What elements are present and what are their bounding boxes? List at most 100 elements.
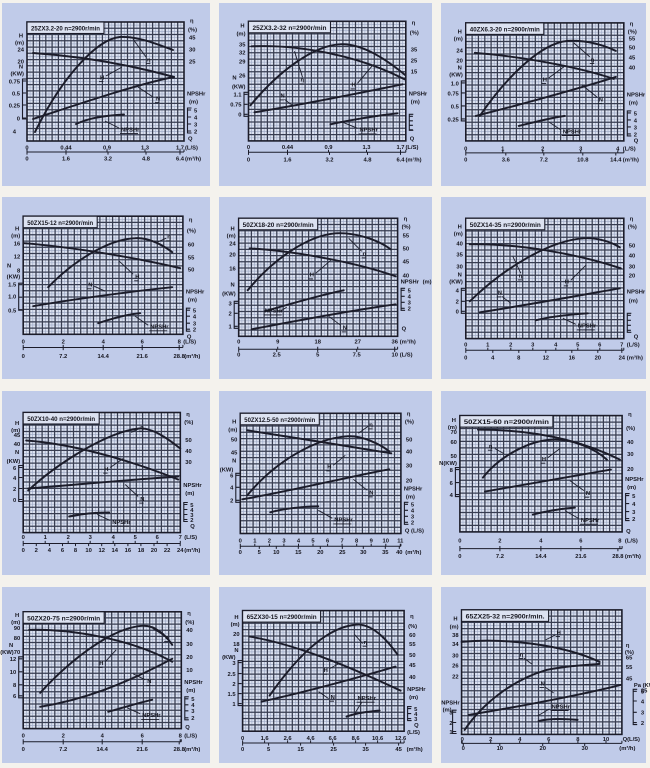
svg-text:0.75: 0.75: [448, 91, 460, 97]
svg-text:(m): (m): [411, 100, 420, 106]
svg-text:40ZX6.3-20 n=2900r/min: 40ZX6.3-20 n=2900r/min: [470, 27, 540, 34]
svg-text:2: 2: [408, 307, 411, 313]
svg-text:45: 45: [409, 663, 416, 669]
svg-text:30: 30: [452, 654, 458, 660]
svg-text:18: 18: [314, 340, 321, 346]
svg-text:0: 0: [237, 353, 240, 359]
svg-text:(m³/h): (m³/h): [405, 549, 421, 556]
svg-text:NPSHr: NPSHr: [552, 704, 571, 710]
svg-text:1: 1: [44, 535, 48, 541]
svg-text:10: 10: [85, 548, 91, 554]
svg-text:(m): (m): [627, 485, 636, 491]
svg-text:50: 50: [185, 438, 191, 444]
svg-text:16: 16: [125, 548, 132, 554]
svg-text:45: 45: [626, 677, 633, 683]
svg-text:0.5: 0.5: [451, 104, 460, 110]
svg-text:9: 9: [276, 340, 280, 346]
svg-text:4: 4: [190, 508, 194, 514]
svg-text:12.6: 12.6: [395, 736, 407, 742]
svg-text:(KW): (KW): [7, 459, 21, 465]
svg-text:2: 2: [13, 487, 16, 493]
svg-text:η: η: [520, 652, 524, 658]
svg-text:8: 8: [179, 734, 183, 740]
svg-text:1: 1: [253, 538, 257, 544]
svg-text:NPSHr: NPSHr: [150, 325, 169, 331]
svg-text:0: 0: [464, 356, 467, 362]
svg-text:H: H: [453, 616, 457, 622]
svg-text:6: 6: [13, 694, 17, 700]
svg-text:(m): (m): [11, 234, 20, 240]
svg-text:(L/S): (L/S): [185, 145, 198, 151]
svg-text:0: 0: [17, 116, 20, 122]
svg-text:1.6: 1.6: [62, 156, 71, 162]
svg-text:Q(L/S): Q(L/S): [623, 737, 640, 743]
svg-text:3: 3: [411, 515, 415, 521]
svg-text:8: 8: [618, 538, 622, 544]
svg-text:3: 3: [414, 717, 418, 723]
svg-text:30: 30: [627, 452, 633, 458]
svg-text:N: N: [156, 96, 160, 102]
svg-text:18: 18: [138, 548, 145, 554]
svg-text:4: 4: [456, 289, 460, 295]
svg-text:4: 4: [102, 340, 106, 346]
svg-text:(m): (m): [454, 36, 463, 42]
svg-text:(m): (m): [406, 495, 415, 501]
svg-text:(m³/h): (m³/h): [184, 547, 200, 554]
svg-text:40: 40: [396, 550, 402, 556]
svg-text:N: N: [19, 64, 23, 70]
svg-text:2.6: 2.6: [284, 736, 293, 742]
svg-text:90: 90: [14, 626, 20, 632]
svg-text:3: 3: [190, 513, 194, 519]
svg-text:14.4: 14.4: [97, 747, 109, 753]
svg-text:(m): (m): [236, 32, 245, 38]
svg-text:0: 0: [239, 538, 242, 544]
svg-text:50: 50: [406, 438, 412, 444]
svg-text:6: 6: [13, 466, 17, 472]
svg-text:4: 4: [641, 699, 645, 705]
svg-text:2: 2: [228, 312, 231, 318]
svg-text:(%): (%): [185, 620, 194, 626]
svg-text:5: 5: [576, 343, 580, 349]
svg-text:10.8: 10.8: [577, 157, 589, 163]
svg-text:(%): (%): [410, 31, 419, 37]
svg-text:1: 1: [486, 343, 490, 349]
svg-text:2: 2: [191, 716, 194, 722]
svg-text:10.6: 10.6: [372, 736, 384, 742]
svg-text:10: 10: [391, 353, 397, 359]
svg-text:4: 4: [13, 476, 17, 482]
svg-text:6: 6: [579, 538, 583, 544]
svg-text:5: 5: [258, 550, 262, 556]
svg-text:50: 50: [629, 244, 635, 250]
svg-text:0: 0: [237, 340, 240, 346]
svg-text:6: 6: [141, 734, 145, 740]
svg-text:(m): (m): [15, 40, 24, 46]
svg-text:(%): (%): [187, 229, 196, 235]
svg-text:6: 6: [547, 737, 551, 743]
svg-text:NPSHr: NPSHr: [401, 280, 420, 286]
svg-text:4: 4: [554, 343, 558, 349]
svg-text:η: η: [519, 274, 523, 280]
svg-text:N: N: [541, 681, 545, 687]
svg-text:5: 5: [190, 503, 194, 509]
svg-text:40: 40: [456, 242, 462, 248]
svg-text:H: H: [19, 33, 23, 39]
svg-text:H: H: [310, 273, 314, 279]
svg-text:4: 4: [632, 502, 636, 508]
svg-text:45: 45: [403, 260, 410, 266]
svg-text:10: 10: [186, 668, 192, 674]
svg-text:2: 2: [230, 499, 233, 505]
svg-text:1.3: 1.3: [362, 145, 371, 151]
svg-text:1.6: 1.6: [283, 158, 292, 164]
svg-text:(m³/h): (m³/h): [619, 745, 635, 752]
svg-text:NPSHr: NPSHr: [360, 128, 379, 134]
svg-text:4: 4: [101, 734, 105, 740]
svg-text:55: 55: [629, 36, 636, 42]
svg-text:21.6: 21.6: [137, 747, 149, 753]
svg-text:Q (L/S): Q (L/S): [405, 529, 424, 535]
svg-text:η: η: [489, 444, 493, 450]
svg-text:N: N: [458, 273, 462, 279]
svg-text:N: N: [369, 491, 373, 497]
svg-text:NPSHr: NPSHr: [409, 92, 428, 98]
svg-text:20: 20: [539, 746, 545, 752]
svg-text:η: η: [412, 21, 416, 27]
